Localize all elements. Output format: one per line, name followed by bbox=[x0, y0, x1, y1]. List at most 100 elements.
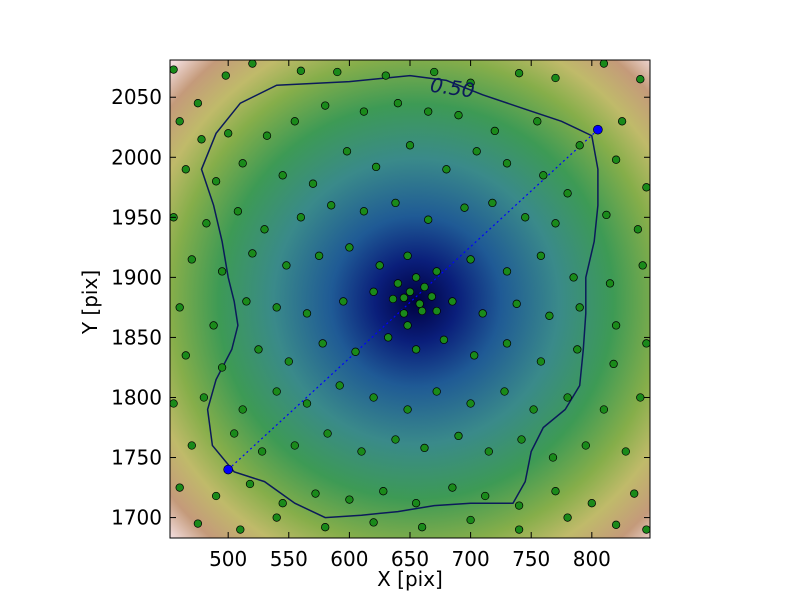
scatter-point bbox=[581, 441, 590, 450]
scatter-point bbox=[599, 60, 609, 68]
scatter-point bbox=[405, 287, 415, 296]
scatter-point bbox=[211, 491, 221, 501]
y-tick-label: 1950 bbox=[111, 205, 162, 229]
scatter-point bbox=[282, 261, 291, 270]
scatter-point bbox=[490, 126, 499, 136]
scatter-point bbox=[399, 293, 409, 302]
scatter-point bbox=[551, 73, 560, 83]
y-tick-label: 1850 bbox=[111, 325, 162, 349]
scatter-point bbox=[602, 210, 611, 220]
scatter-point bbox=[278, 171, 287, 180]
scatter-point bbox=[502, 159, 512, 168]
scatter-point bbox=[569, 273, 578, 282]
scatter-point bbox=[442, 165, 451, 174]
scatter-point bbox=[454, 111, 463, 120]
scatter-point bbox=[391, 198, 400, 208]
scatter-point bbox=[284, 357, 293, 366]
scatter-point bbox=[633, 225, 643, 234]
scatter-point bbox=[636, 75, 645, 84]
scatter-point bbox=[573, 345, 582, 354]
scatter-point bbox=[217, 363, 227, 372]
scatter-point bbox=[170, 65, 178, 74]
scatter-point bbox=[245, 479, 255, 489]
scatter-point bbox=[369, 518, 378, 527]
y-axis-ticks: 1700 1750 1800 1850 1900 1950 2000 2050 bbox=[111, 85, 650, 530]
scatter-point bbox=[272, 303, 281, 312]
scatter-point bbox=[302, 399, 312, 408]
scatter-point bbox=[381, 71, 390, 80]
scatter-point bbox=[430, 67, 439, 77]
scatter-point bbox=[638, 261, 647, 270]
scatter-point bbox=[342, 147, 352, 156]
scatter-point bbox=[551, 487, 560, 496]
segment-end-point bbox=[593, 124, 603, 135]
scatter-point bbox=[403, 321, 412, 330]
scatter-point bbox=[302, 309, 312, 318]
scatter-point bbox=[411, 273, 421, 282]
scatter-point bbox=[405, 141, 415, 150]
scatter-point bbox=[466, 78, 475, 87]
scatter-point bbox=[278, 499, 287, 508]
scatter-point bbox=[420, 443, 429, 453]
scatter-point bbox=[630, 489, 639, 498]
scatter-point bbox=[272, 513, 281, 522]
plot-area: 0.50 500 550 600 650 700 750 800 1700175018001… bbox=[111, 59, 651, 571]
scatter-point bbox=[345, 243, 354, 252]
scatter-point bbox=[466, 399, 475, 408]
scatter-point bbox=[181, 165, 190, 174]
scatter-point bbox=[599, 405, 609, 414]
x-tick-label: 550 bbox=[270, 547, 308, 571]
scatter-point bbox=[236, 525, 245, 534]
scatter-point bbox=[359, 107, 369, 116]
scatter-point bbox=[609, 359, 618, 369]
scatter-point bbox=[181, 351, 190, 360]
x-axis-ticks: 500 550 600 650 700 750 800 bbox=[209, 60, 611, 571]
scatter-point bbox=[327, 201, 336, 210]
scatter-point bbox=[548, 453, 558, 462]
scatter-point bbox=[371, 162, 381, 172]
x-tick-label: 650 bbox=[391, 547, 429, 571]
x-tick-label: 500 bbox=[209, 547, 247, 571]
scatter-point bbox=[529, 405, 538, 414]
scatter-point bbox=[296, 213, 306, 222]
scatter-point bbox=[432, 387, 441, 396]
scatter-point bbox=[575, 303, 584, 312]
scatter-point bbox=[384, 333, 393, 342]
scatter-point bbox=[611, 321, 621, 330]
scatter-point bbox=[514, 69, 524, 78]
scatter-point bbox=[359, 207, 369, 216]
scatter-point bbox=[539, 171, 548, 180]
scatter-point bbox=[500, 387, 509, 396]
x-tick-label: 750 bbox=[512, 547, 550, 571]
scatter-point bbox=[217, 267, 227, 276]
scatter-point bbox=[318, 339, 327, 348]
scatter-point bbox=[242, 297, 251, 306]
y-tick-label: 2050 bbox=[111, 85, 162, 109]
scatter-point bbox=[187, 441, 196, 450]
y-tick-label: 2000 bbox=[111, 145, 162, 169]
scatter-point bbox=[339, 297, 348, 306]
scatter-point bbox=[211, 177, 221, 186]
scatter-point bbox=[411, 499, 421, 508]
scatter-point bbox=[369, 393, 378, 402]
scatter-point bbox=[488, 198, 497, 208]
scatter-point bbox=[357, 447, 366, 456]
scatter-point bbox=[308, 179, 318, 188]
scatter-point bbox=[197, 135, 206, 144]
scatter-point bbox=[545, 311, 554, 320]
scatter-point bbox=[427, 292, 436, 301]
scatter-point bbox=[611, 520, 621, 529]
scatter-point bbox=[335, 381, 344, 390]
scatter-point bbox=[432, 267, 441, 276]
scatter-point bbox=[642, 183, 650, 192]
scatter-point bbox=[521, 213, 530, 222]
scatter-point bbox=[379, 487, 388, 496]
scatter-point bbox=[321, 101, 330, 110]
scatter-point bbox=[417, 523, 427, 532]
scatter-point bbox=[417, 306, 427, 316]
scatter-point bbox=[514, 501, 524, 510]
scatter-point bbox=[262, 131, 272, 140]
scatter-point bbox=[439, 335, 449, 344]
scatter-point bbox=[296, 66, 306, 75]
scatter-point bbox=[333, 67, 342, 77]
